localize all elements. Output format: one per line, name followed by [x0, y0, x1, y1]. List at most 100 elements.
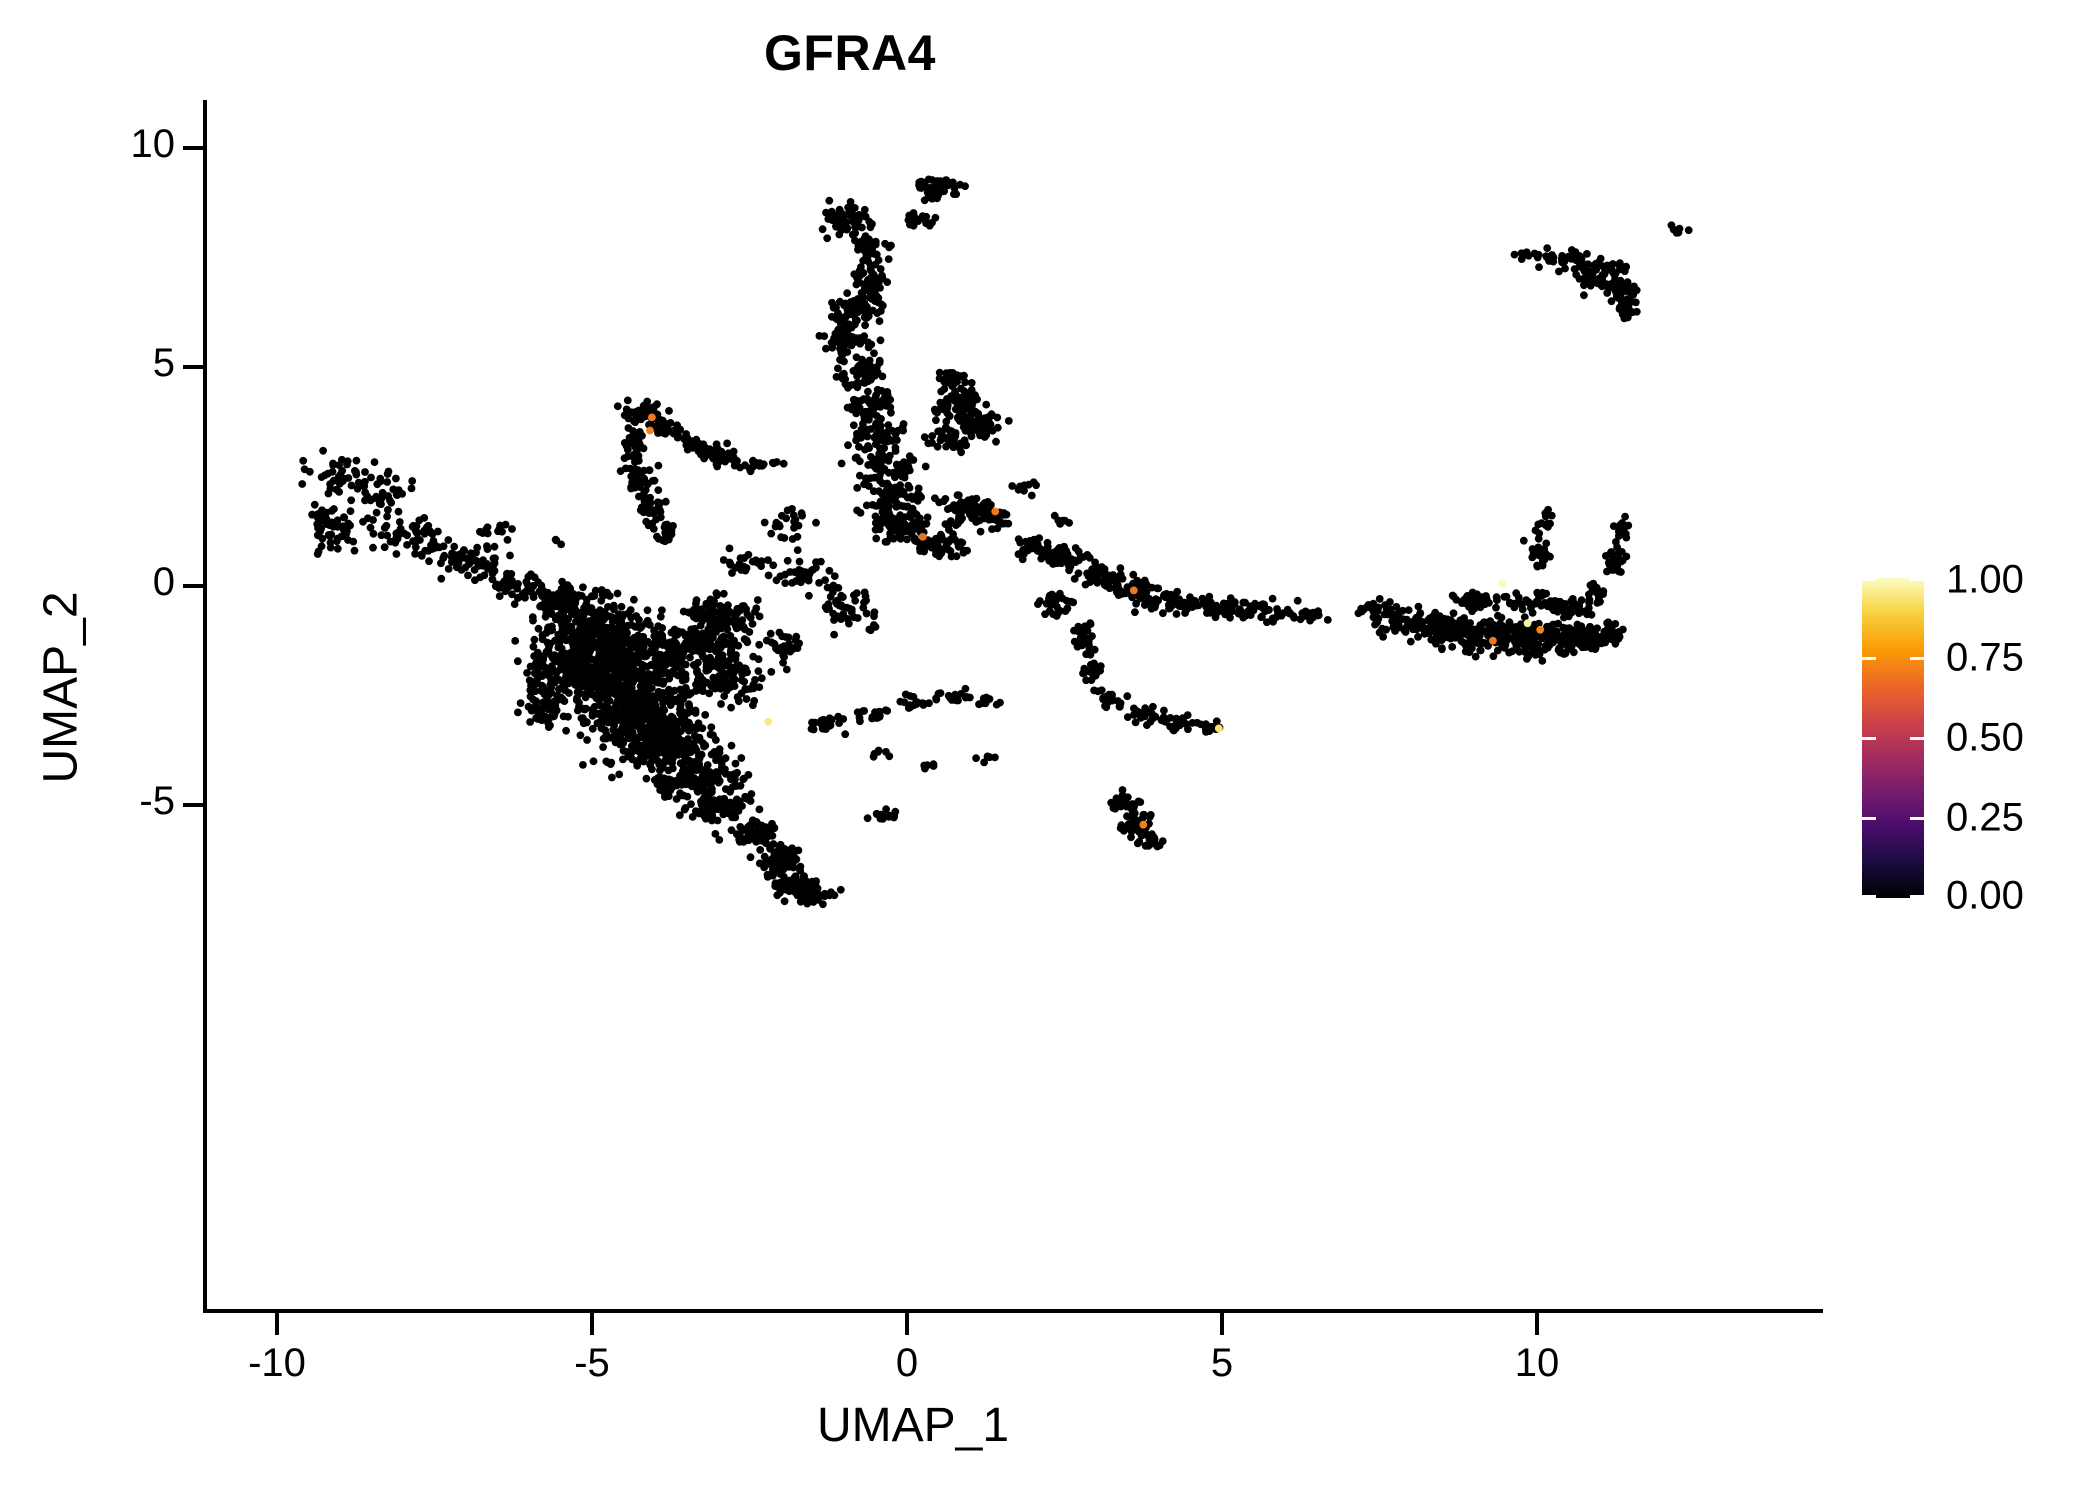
- scatter-point: [1160, 590, 1169, 599]
- scatter-point: [732, 796, 741, 804]
- scatter-point: [767, 860, 776, 869]
- scatter-point: [862, 474, 870, 483]
- scatter-point: [709, 731, 717, 740]
- scatter-point: [635, 733, 644, 741]
- scatter-point: [1146, 717, 1155, 726]
- scatter-point: [1412, 625, 1421, 633]
- scatter-point: [604, 603, 612, 611]
- scatter-point: [1505, 648, 1513, 657]
- scatter-point: [382, 521, 391, 530]
- scatter-point: [701, 711, 710, 719]
- scatter-point: [672, 795, 681, 803]
- scatter-point: [1060, 542, 1068, 551]
- scatter-point: [906, 217, 915, 226]
- scatter-point: [1398, 615, 1407, 623]
- scatter-point: [591, 622, 600, 631]
- scatter-point: [383, 470, 392, 478]
- scatter-point: [1469, 631, 1478, 639]
- scatter-point: [461, 563, 470, 572]
- scatter-point: [769, 840, 778, 848]
- scatter-point: [1538, 657, 1547, 665]
- scatter-point: [1055, 558, 1064, 567]
- scatter-point: [539, 670, 548, 678]
- scatter-point: [841, 730, 850, 739]
- scatter-point: [1176, 721, 1184, 730]
- scatter-point: [1154, 584, 1163, 593]
- scatter-point: [625, 706, 633, 715]
- scatter-point: [892, 498, 901, 507]
- scatter-point: [544, 723, 553, 731]
- scatter-point: [851, 223, 860, 231]
- scatter-point: [353, 484, 362, 493]
- scatter-point: [848, 210, 857, 219]
- scatter-point: [409, 537, 417, 545]
- scatter-point: [718, 755, 727, 764]
- scatter-point: [472, 548, 480, 557]
- page-title: GFRA4: [764, 25, 936, 81]
- scatter-point: [815, 332, 824, 340]
- scatter-point: [623, 730, 632, 739]
- scatter-point: [653, 532, 661, 541]
- scatter-point: [896, 697, 905, 706]
- scatter-point: [875, 317, 884, 325]
- scatter-point: [600, 615, 609, 624]
- scatter-point: [942, 417, 951, 426]
- scatter-point: [562, 605, 570, 614]
- scatter-point: [738, 602, 747, 610]
- scatter-point: [675, 811, 684, 820]
- scatter-point: [865, 415, 873, 424]
- scatter-point: [1129, 800, 1137, 809]
- scatter-point: [883, 388, 892, 396]
- scatter-point: [490, 567, 499, 575]
- scatter-point: [608, 773, 616, 782]
- scatter-point: [749, 456, 757, 465]
- scatter-point: [696, 647, 704, 656]
- scatter-point: [573, 706, 582, 715]
- scatter-point: [957, 384, 965, 393]
- scatter-point: [694, 447, 703, 456]
- scatter-point: [1160, 706, 1168, 715]
- scatter-point: [709, 673, 718, 682]
- scatter-point: [483, 545, 492, 553]
- scatter-point: [940, 385, 949, 393]
- scatter-point: [723, 439, 731, 448]
- scatter-point: [1026, 537, 1034, 545]
- scatter-point: [1116, 824, 1125, 832]
- scatter-point: [1199, 598, 1208, 607]
- scatter-point: [1534, 640, 1543, 649]
- scatter-point: [1127, 833, 1135, 842]
- scatter-point: [1314, 611, 1323, 620]
- scatter-point: [460, 546, 468, 554]
- scatter-point: [555, 611, 563, 620]
- scatter-point: [666, 786, 675, 795]
- scatter-point: [753, 596, 762, 604]
- scatter-point: [996, 698, 1004, 707]
- scatter-point: [548, 663, 556, 672]
- scatter-point: [631, 477, 639, 485]
- scatter-point: [993, 423, 1002, 432]
- scatter-point: [1527, 640, 1536, 649]
- scatter-point: [659, 536, 667, 545]
- scatter-point: [976, 527, 985, 536]
- scatter-point: [490, 542, 499, 551]
- scatter-point: [846, 198, 855, 206]
- scatter-point: [873, 712, 881, 721]
- scatter-point: [1548, 638, 1557, 646]
- scatter-point: [703, 761, 712, 769]
- scatter-point: [741, 461, 749, 470]
- scatter-point: [343, 527, 351, 536]
- scatter-point: [850, 204, 859, 212]
- scatter-point: [552, 706, 561, 715]
- scatter-point: [1477, 639, 1485, 648]
- scatter-point: [647, 660, 656, 669]
- scatter-point: [1043, 538, 1052, 547]
- scatter-point: [1183, 604, 1192, 613]
- scatter-point: [411, 543, 420, 552]
- scatter-point: [951, 405, 960, 414]
- scatter-point: [369, 543, 377, 552]
- scatter-point: [628, 755, 637, 764]
- scatter-point: [975, 429, 984, 438]
- scatter-point: [684, 744, 693, 753]
- scatter-point: [670, 743, 678, 752]
- scatter-point: [943, 378, 952, 387]
